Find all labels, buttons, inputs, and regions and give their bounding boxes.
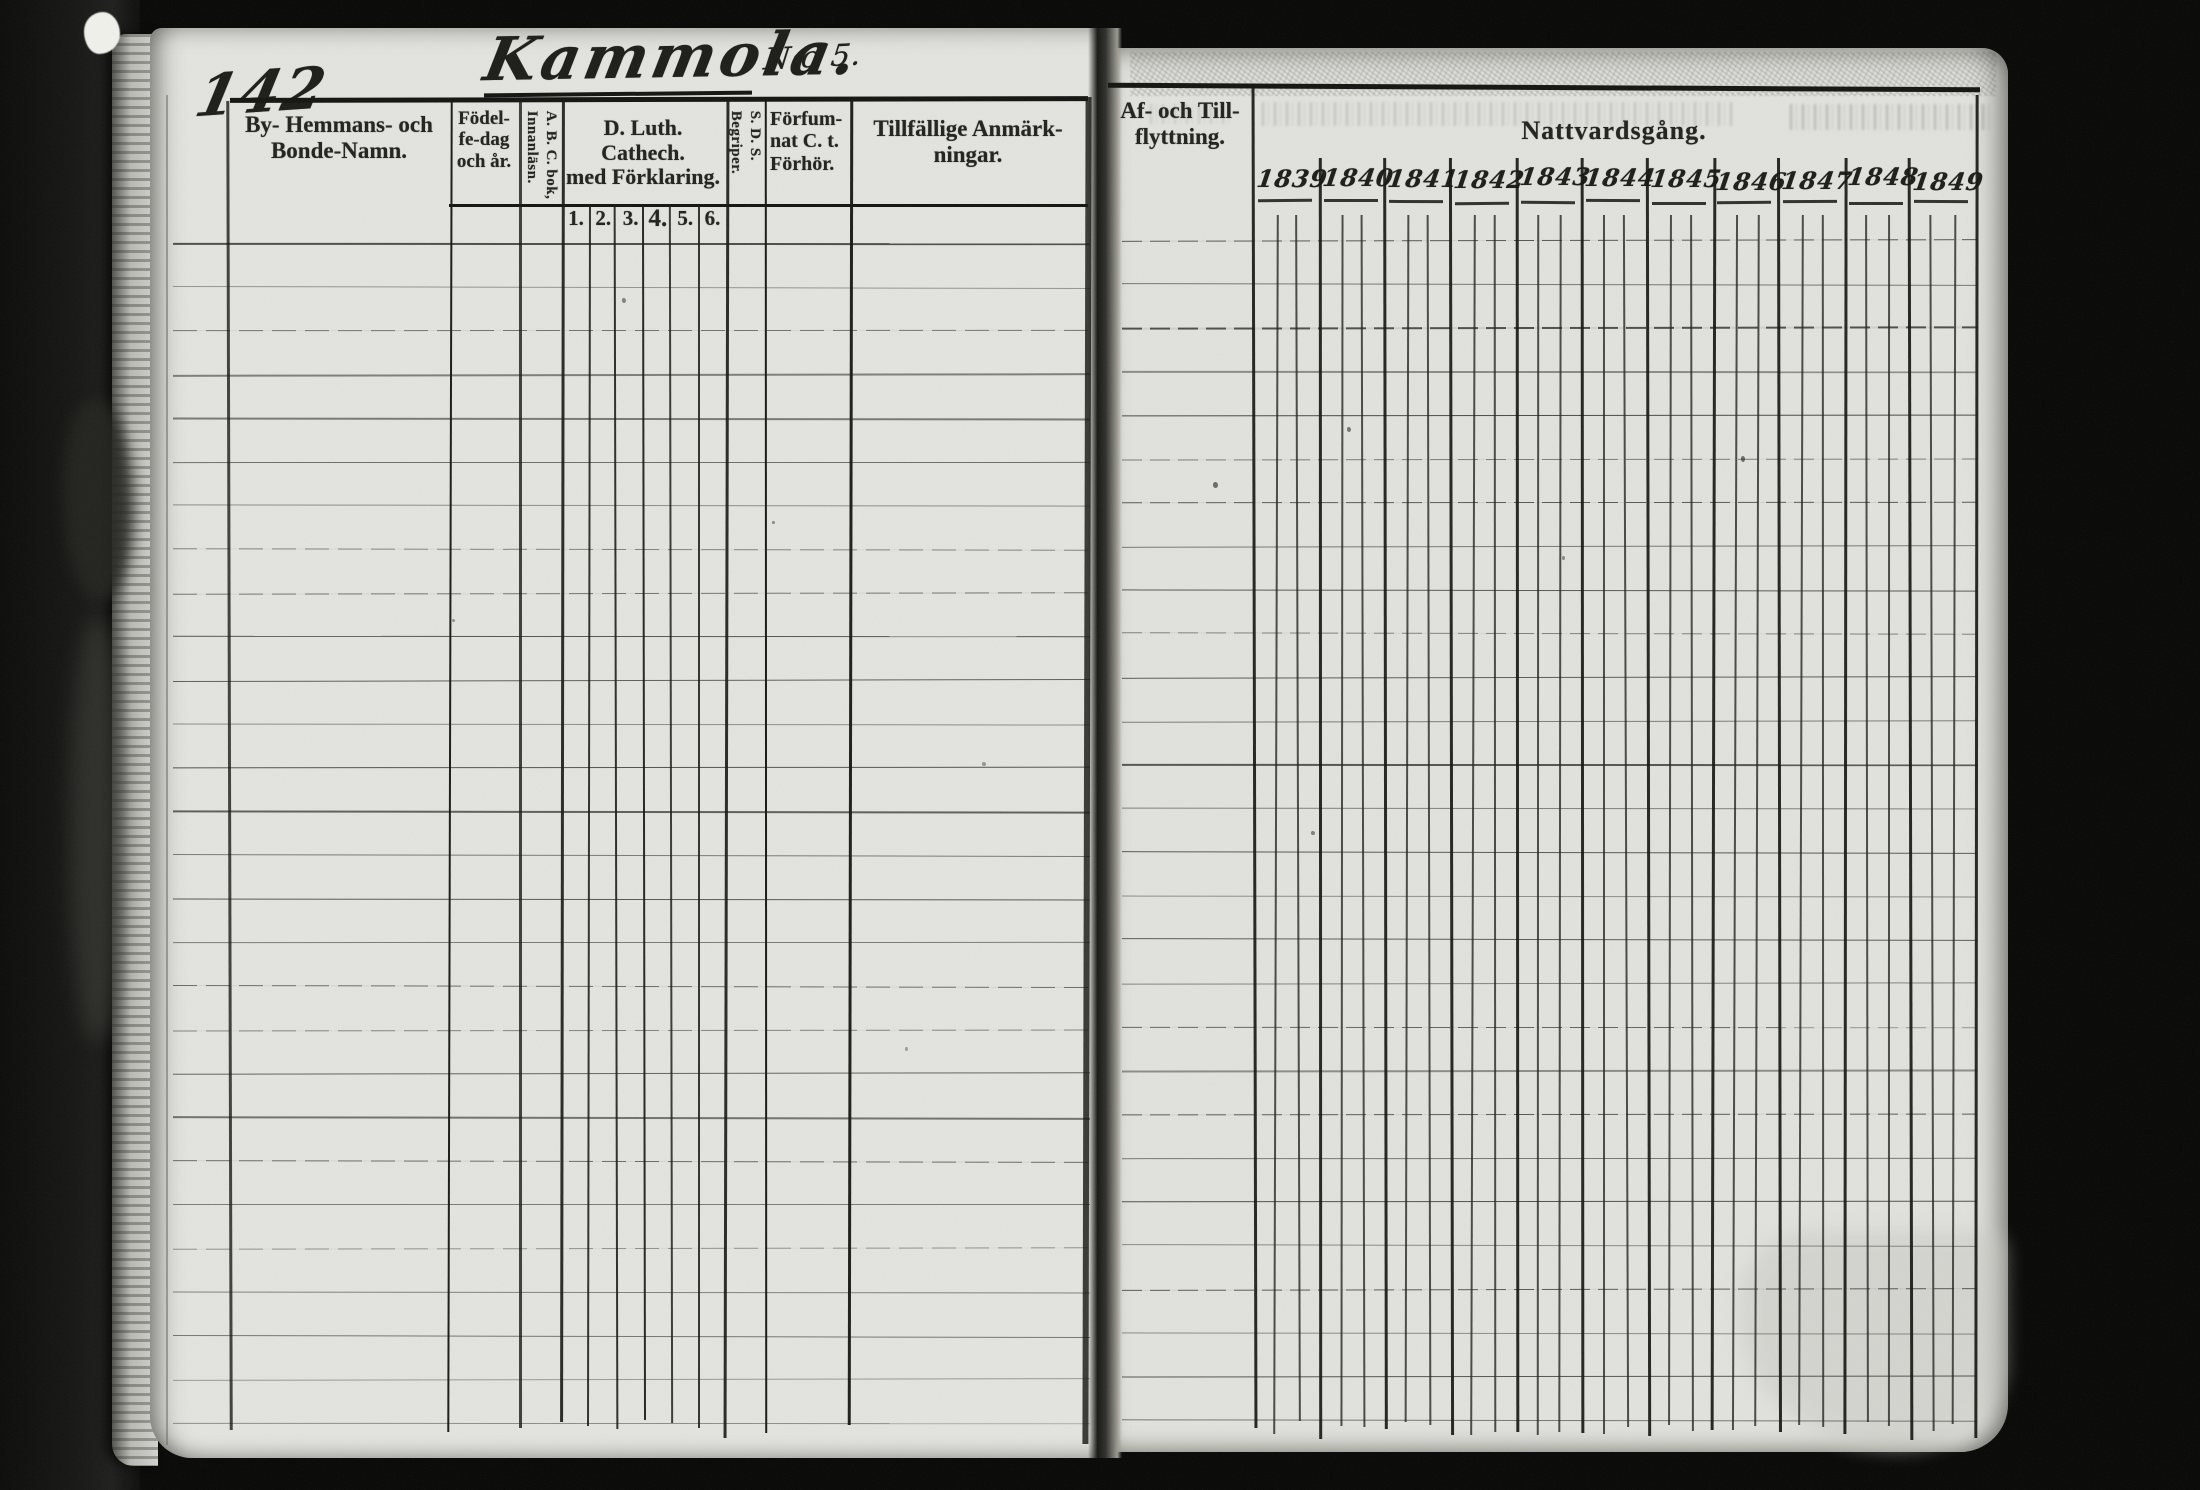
ink-speck	[1213, 482, 1218, 488]
column-header-by-hemmans: By- Hemmans- och Bonde-Namn.	[245, 112, 433, 163]
row-line-right	[1121, 370, 1978, 374]
handwritten-village-number: N:o 5.	[761, 37, 865, 78]
ink-speck	[1347, 427, 1351, 432]
column-header-nattvardsgang: Nattvardsgång.	[1521, 116, 1707, 145]
row-line-left	[172, 1422, 1091, 1425]
ink-speck	[1311, 831, 1315, 835]
year-label: 1848	[1845, 162, 1921, 192]
column-divider-left	[697, 204, 700, 1428]
catechism-subcolumn-label: 6.	[704, 206, 721, 230]
ink-speck	[772, 521, 775, 524]
column-header-forsummat: Förfum- nat C. t. Förhör.	[770, 108, 843, 175]
year-column-divider	[1318, 157, 1322, 1440]
year-underline	[1257, 198, 1312, 202]
year-underline	[1389, 200, 1443, 203]
catechism-subcolumn-label: 3.	[622, 206, 639, 230]
column-header-d-luth-cathech: D. Luth. Cathech. med Förklaring.	[566, 115, 720, 190]
ink-speck	[452, 619, 455, 622]
row-line-right	[1121, 1026, 1978, 1028]
row-line-left	[172, 242, 1091, 246]
year-underline	[1323, 199, 1378, 202]
row-line-right	[1121, 895, 1978, 897]
catechism-subcolumn-label: 4.	[648, 205, 668, 232]
year-label: 1846	[1714, 166, 1790, 196]
ink-speck	[1562, 556, 1565, 560]
column-header-tillfallige-anmarkningar: Tillfällige Anmärk- ningar.	[873, 116, 1063, 167]
year-underline	[1586, 198, 1640, 202]
gutter-shadow	[1088, 28, 1122, 1458]
year-subcolumn-line	[1493, 214, 1496, 1433]
year-label: 1840	[1320, 163, 1396, 193]
year-label: 1847	[1780, 165, 1855, 195]
year-subcolumn-line	[1887, 214, 1890, 1427]
catechism-subcolumn-label: 1.	[568, 206, 584, 230]
column-divider-left	[518, 100, 522, 1428]
year-underline	[1651, 201, 1706, 205]
left-table-header-underline	[449, 204, 1088, 207]
year-label: 1849	[1911, 166, 1987, 196]
year-label: 1845	[1648, 164, 1724, 194]
row-line-right	[1121, 1157, 1978, 1159]
year-label: 1839	[1254, 164, 1330, 194]
year-label: 1842	[1451, 164, 1527, 194]
catechism-subcolumn-label: 5.	[677, 206, 694, 230]
year-label: 1841	[1386, 163, 1462, 193]
year-underline	[1848, 201, 1903, 205]
column-header-af-och-tillflyttning: Af- och Till- flyttning.	[1120, 98, 1240, 149]
year-subcolumn-line	[1821, 214, 1824, 1428]
year-label: 1843	[1517, 161, 1593, 191]
left-page-crease	[166, 95, 168, 1445]
row-line-left	[172, 461, 1091, 463]
ink-speck	[622, 298, 626, 303]
ink-speck	[982, 762, 986, 766]
edge-gray-blob	[70, 620, 126, 1040]
year-underline	[1454, 201, 1509, 205]
year-underline	[1783, 199, 1837, 203]
ink-speck	[1741, 456, 1745, 462]
year-column-divider	[1515, 157, 1519, 1433]
ink-speck	[905, 1047, 908, 1051]
year-underline	[1914, 199, 1969, 203]
year-label: 1844	[1583, 162, 1659, 192]
catechism-subcolumn-label: 2.	[595, 206, 612, 230]
year-subcolumn-line	[1603, 214, 1605, 1434]
